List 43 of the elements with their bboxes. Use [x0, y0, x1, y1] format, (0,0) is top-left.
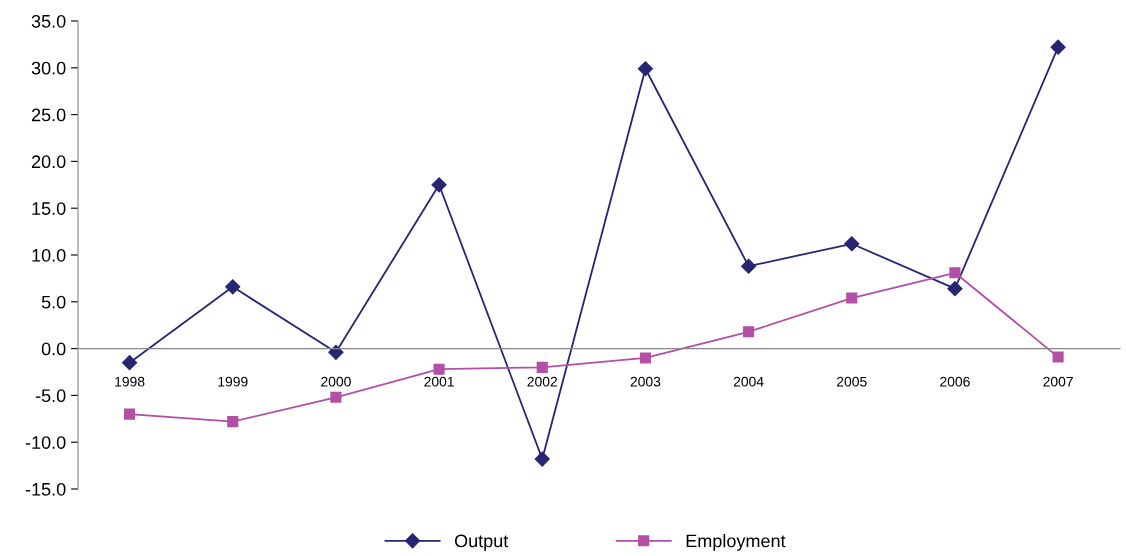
point — [534, 451, 550, 467]
y-tick-label: 20.0 — [31, 155, 66, 169]
x-tick-label: 1998 — [115, 376, 145, 387]
y-tick-label: 10.0 — [32, 248, 66, 262]
point — [328, 344, 344, 360]
y-tick-label: -10.0 — [25, 436, 66, 449]
y-tick-label: 30.0 — [31, 61, 66, 75]
point — [1052, 351, 1064, 363]
x-tick-label: 2005 — [837, 376, 867, 387]
y-tick-label: 5.0 — [41, 295, 66, 309]
point — [949, 267, 961, 279]
point — [124, 408, 136, 420]
point — [330, 391, 342, 403]
point — [433, 363, 445, 375]
point — [741, 258, 757, 274]
x-tick-label: 2001 — [424, 376, 454, 387]
x-tick-label: 2004 — [733, 376, 764, 387]
legend-label: Employment — [686, 534, 786, 551]
point — [637, 61, 653, 77]
x-tick-label: 2003 — [630, 376, 661, 387]
y-tick-label: 25.0 — [31, 108, 66, 122]
point — [122, 355, 138, 371]
y-tick-label: -5.0 — [35, 389, 66, 403]
point — [431, 177, 447, 193]
legend-label: Output — [454, 534, 509, 551]
point — [227, 416, 239, 428]
x-tick-label: 1999 — [218, 376, 248, 387]
point — [947, 281, 963, 297]
x-tick-label: 2007 — [1043, 376, 1073, 387]
y-tick-label: 15.0 — [32, 202, 66, 215]
y-tick-label: 0.0 — [41, 342, 66, 356]
point — [225, 279, 241, 295]
point — [743, 326, 755, 338]
point — [1050, 39, 1066, 55]
x-tick-label: 2006 — [940, 376, 970, 387]
point — [536, 361, 548, 373]
point — [846, 292, 858, 304]
x-tick-label: 2002 — [527, 376, 558, 387]
point — [844, 236, 860, 252]
y-tick-label: -15.0 — [25, 482, 66, 496]
point — [639, 352, 651, 364]
x-tick-label: 2000 — [321, 376, 351, 387]
y-tick-label: 35.0 — [31, 14, 66, 28]
